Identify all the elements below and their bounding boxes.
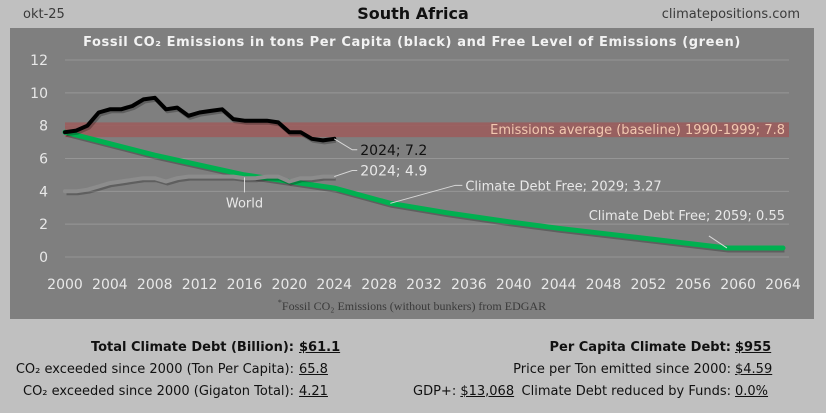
co2-total-value: 4.21	[299, 384, 328, 399]
annotation-world: World	[226, 196, 263, 211]
x-tick-label: 2056	[675, 277, 711, 293]
annotation-sa-2024: 2024; 7.2	[360, 143, 427, 159]
x-tick-label: 2052	[631, 277, 667, 293]
site-label: climatepositions.com	[661, 7, 800, 22]
x-tick-label: 2040	[496, 277, 532, 293]
leader-line	[333, 138, 358, 151]
x-tick-label: 2044	[541, 277, 577, 293]
co2-percap-value: 65.8	[299, 362, 328, 377]
chart-footnote: *Fossil CO₂ Emissions (without bunkers) …	[10, 298, 814, 314]
percap-debt-value: $955	[735, 340, 772, 355]
footnote-mark: *	[277, 298, 282, 307]
y-tick-label: 6	[39, 152, 48, 168]
footnote-text: Fossil CO₂ Emissions (without bunkers) f…	[281, 299, 547, 313]
price-value: $4.59	[735, 362, 773, 377]
x-tick-label: 2064	[765, 277, 801, 293]
annotation-world-2024: 2024; 4.9	[360, 164, 427, 180]
co2-total-label: CO₂ exceeded since 2000 (Gigaton Total):	[23, 384, 294, 399]
annotation-debt-free-2059: Climate Debt Free; 2059; 0.55	[589, 209, 785, 224]
x-tick-label: 2020	[272, 277, 308, 293]
y-tick-label: 8	[39, 119, 48, 135]
baseline-label: Emissions average (baseline) 1990-1999; …	[490, 123, 785, 138]
baseline-band	[65, 122, 789, 138]
date-label: okt-25	[23, 7, 65, 22]
total-debt-label: Total Climate Debt (Billion):	[90, 340, 294, 355]
y-tick-label: 4	[39, 184, 48, 200]
funds-label: Climate Debt reduced by Funds:	[521, 384, 731, 399]
co2-percap-label: CO₂ exceeded since 2000 (Ton Per Capita)…	[15, 362, 294, 377]
x-tick-label: 2048	[586, 277, 622, 293]
south-africa-emissions-line	[63, 95, 337, 143]
x-tick-label: 2028	[361, 277, 397, 293]
y-tick-label: 10	[30, 86, 48, 102]
x-tick-label: 2000	[47, 277, 83, 293]
y-tick-label: 12	[30, 53, 48, 69]
chart-panel: 0 2 4 6 8 10 12 2000 2004 2008 2012 2016 2020 2024 202…	[10, 28, 814, 319]
x-tick-label: 2012	[182, 277, 218, 293]
percap-debt-label: Per Capita Climate Debt:	[549, 340, 731, 355]
gdp-value: $13,068	[460, 384, 515, 399]
x-tick-label: 2036	[451, 277, 487, 293]
emissions-chart: 0 2 4 6 8 10 12 2000 2004 2008 2012 2016 2020 2024 202…	[30, 53, 801, 293]
x-tick-label: 2024	[316, 277, 352, 293]
x-tick-label: 2016	[227, 277, 263, 293]
x-tick-label: 2032	[406, 277, 442, 293]
leader-line	[390, 184, 463, 204]
total-debt-value: $61.1	[299, 340, 341, 355]
y-tick-label: 2	[39, 217, 48, 233]
leader-line	[334, 170, 358, 178]
x-tick-label: 2004	[92, 277, 128, 293]
price-label: Price per Ton emitted since 2000:	[513, 362, 731, 377]
annotation-debt-free-2029: Climate Debt Free; 2029; 3.27	[465, 179, 661, 194]
y-tick-label: 0	[39, 250, 48, 266]
x-tick-label: 2060	[720, 277, 756, 293]
funds-value: 0.0%	[735, 384, 769, 399]
free-level-line	[62, 129, 786, 251]
gdp-label: GDP+:	[413, 384, 457, 399]
chart-title: Fossil CO₂ Emissions in tons Per Capita …	[83, 35, 741, 50]
leader-line	[708, 235, 728, 249]
x-tick-label: 2008	[137, 277, 173, 293]
country-title: South Africa	[357, 4, 469, 23]
world-emissions-line	[63, 174, 337, 194]
